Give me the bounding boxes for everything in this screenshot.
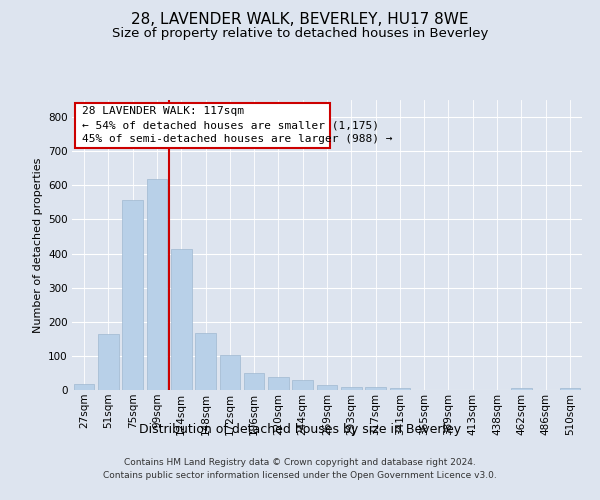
Bar <box>74 384 94 390</box>
Bar <box>317 385 337 390</box>
Text: 45% of semi-detached houses are larger (988) →: 45% of semi-detached houses are larger (… <box>82 134 392 144</box>
Text: Size of property relative to detached houses in Beverley: Size of property relative to detached ho… <box>112 28 488 40</box>
Bar <box>220 355 240 390</box>
Bar <box>244 372 265 390</box>
Bar <box>195 332 216 390</box>
Bar <box>389 388 410 390</box>
Text: ← 54% of detached houses are smaller (1,175): ← 54% of detached houses are smaller (1,… <box>82 120 379 130</box>
Bar <box>146 180 167 390</box>
Bar <box>98 334 119 390</box>
Text: Contains HM Land Registry data © Crown copyright and database right 2024.
Contai: Contains HM Land Registry data © Crown c… <box>103 458 497 480</box>
FancyBboxPatch shape <box>74 103 329 148</box>
Bar <box>292 380 313 390</box>
Bar <box>268 377 289 390</box>
Y-axis label: Number of detached properties: Number of detached properties <box>32 158 43 332</box>
Bar <box>365 388 386 390</box>
Bar <box>560 388 580 390</box>
Bar <box>511 388 532 390</box>
Bar <box>171 250 191 390</box>
Bar <box>122 200 143 390</box>
Bar <box>341 386 362 390</box>
Text: Distribution of detached houses by size in Beverley: Distribution of detached houses by size … <box>139 422 461 436</box>
Text: 28, LAVENDER WALK, BEVERLEY, HU17 8WE: 28, LAVENDER WALK, BEVERLEY, HU17 8WE <box>131 12 469 28</box>
Text: 28 LAVENDER WALK: 117sqm: 28 LAVENDER WALK: 117sqm <box>82 106 244 117</box>
